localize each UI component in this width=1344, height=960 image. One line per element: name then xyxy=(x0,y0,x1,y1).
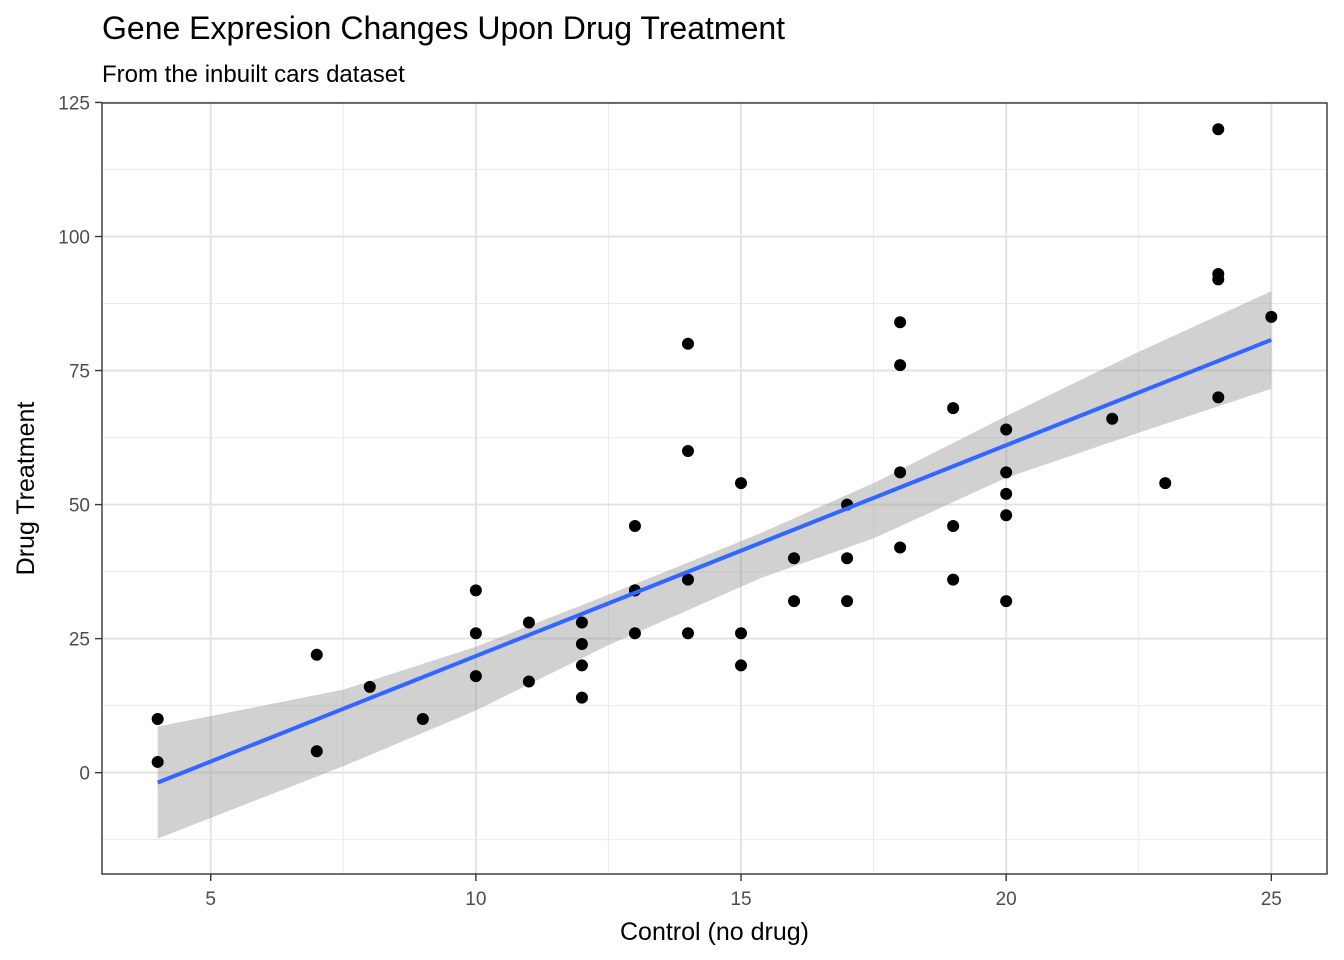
data-point xyxy=(841,595,854,608)
x-tick-label: 10 xyxy=(465,889,486,910)
data-point xyxy=(894,359,907,372)
chart-subtitle: From the inbuilt cars dataset xyxy=(102,61,405,88)
y-tick-label: 0 xyxy=(79,764,90,785)
data-point xyxy=(681,573,694,586)
data-point xyxy=(788,552,801,565)
y-axis-title: Drug Treatment xyxy=(12,402,40,576)
data-point xyxy=(1000,509,1013,522)
x-tick-label: 25 xyxy=(1261,889,1282,910)
plot-area xyxy=(101,101,1328,875)
confidence-band xyxy=(157,291,1272,839)
y-tick-label: 25 xyxy=(69,630,90,651)
data-point xyxy=(310,648,323,661)
data-point xyxy=(681,627,694,640)
y-tick-label: 50 xyxy=(69,496,90,517)
data-point xyxy=(788,595,801,608)
data-point xyxy=(1000,595,1013,608)
panel-background xyxy=(102,103,1327,874)
data-point xyxy=(894,541,907,554)
y-tick-label: 75 xyxy=(69,362,90,383)
data-point xyxy=(363,680,376,693)
x-tick-label: 5 xyxy=(205,889,216,910)
regression-line xyxy=(156,337,1273,785)
data-point xyxy=(1212,123,1225,136)
data-point xyxy=(1106,412,1119,425)
data-point xyxy=(151,755,164,768)
data-point xyxy=(575,637,588,650)
data-point xyxy=(947,520,960,533)
data-point xyxy=(681,444,694,457)
data-point xyxy=(628,520,641,533)
data-point xyxy=(151,713,164,726)
data-point xyxy=(522,675,535,688)
x-tick-label: 20 xyxy=(996,889,1017,910)
data-point xyxy=(575,691,588,704)
data-point xyxy=(735,477,748,490)
data-point xyxy=(1000,423,1013,436)
y-tick-label: 100 xyxy=(58,228,90,249)
data-point xyxy=(310,745,323,758)
x-axis: 5 10 15 20 25 xyxy=(205,874,1282,910)
data-point xyxy=(1212,268,1225,281)
data-point xyxy=(575,659,588,672)
x-axis-title: Control (no drug) xyxy=(620,918,809,946)
data-point xyxy=(735,659,748,672)
minor-gridlines xyxy=(102,103,1327,874)
panel-border xyxy=(101,102,1328,875)
data-point xyxy=(841,552,854,565)
data-point xyxy=(1000,487,1013,500)
data-point xyxy=(469,627,482,640)
data-point xyxy=(1159,477,1172,490)
data-point xyxy=(947,573,960,586)
data-point xyxy=(1000,466,1013,479)
data-point xyxy=(1212,391,1225,404)
y-tick-label: 125 xyxy=(58,93,90,114)
x-tick-label: 15 xyxy=(730,889,751,910)
data-point xyxy=(575,616,588,629)
data-point xyxy=(947,402,960,415)
data-point xyxy=(416,713,429,726)
data-point xyxy=(469,584,482,597)
data-point xyxy=(522,616,535,629)
data-point xyxy=(469,670,482,683)
data-point xyxy=(1265,310,1278,323)
data-point xyxy=(894,466,907,479)
data-point xyxy=(681,337,694,350)
data-point xyxy=(628,627,641,640)
data-point xyxy=(735,627,748,640)
data-point xyxy=(894,316,907,329)
data-points xyxy=(151,123,1278,768)
chart-title: Gene Expresion Changes Upon Drug Treatme… xyxy=(102,10,785,46)
y-axis: 0 25 50 75 100 125 xyxy=(58,93,102,785)
